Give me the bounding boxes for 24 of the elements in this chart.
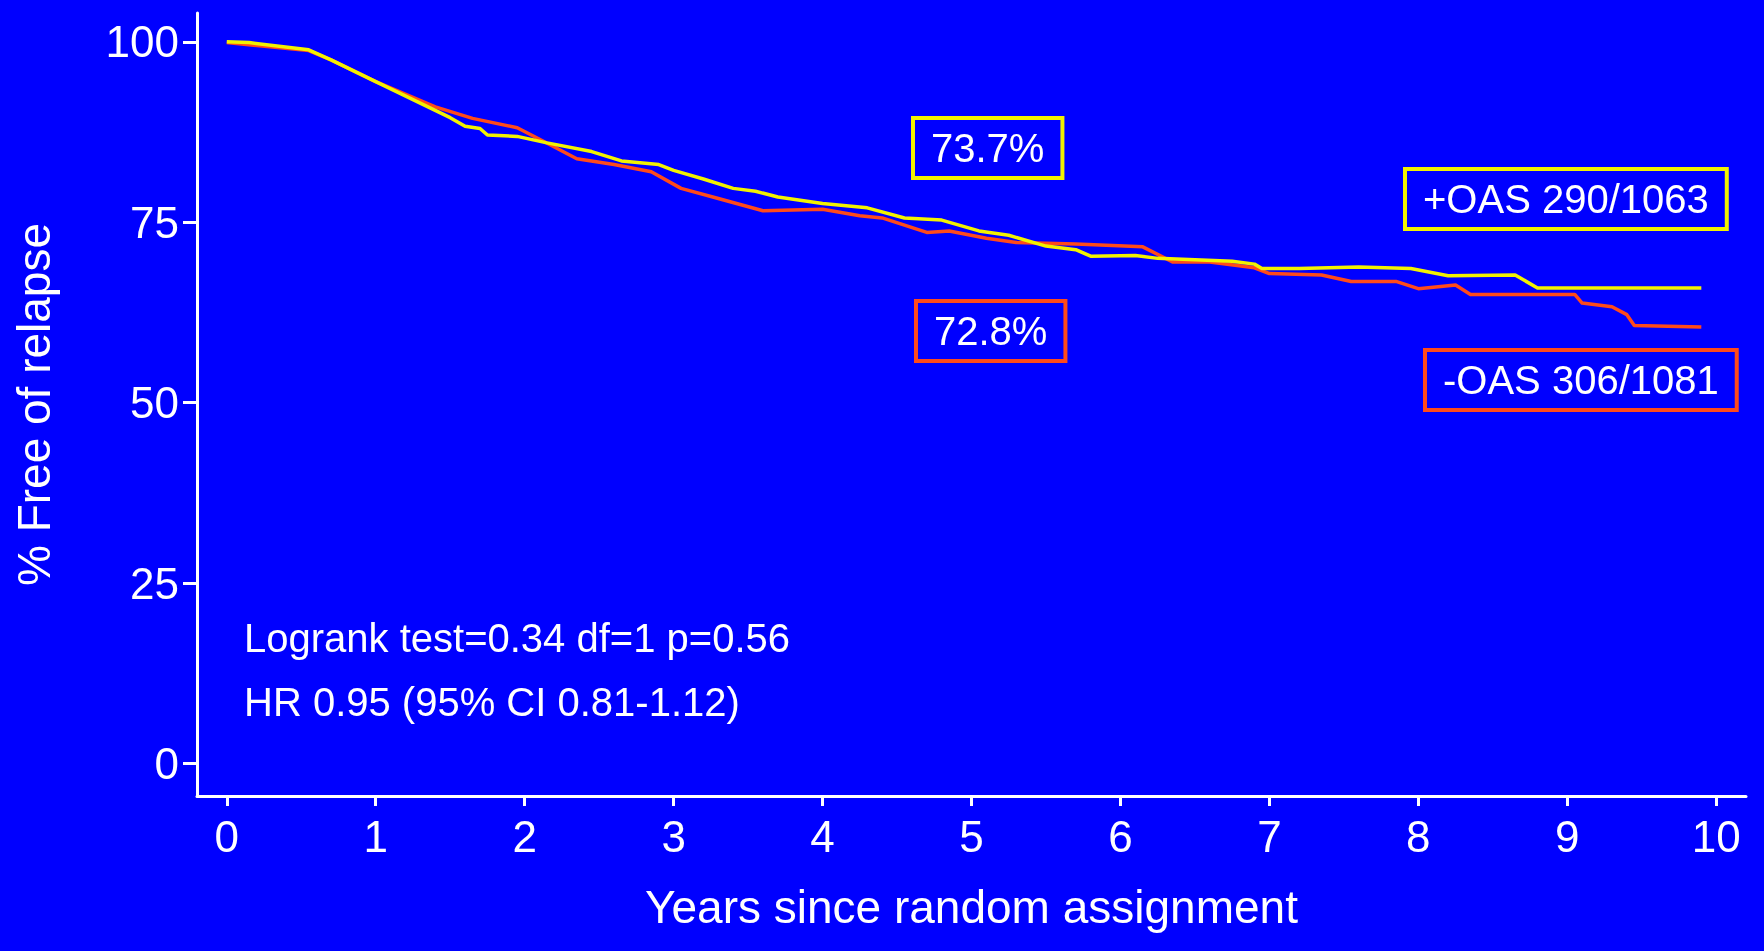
y-tick-label: 0: [154, 739, 179, 789]
x-tick-label: 1: [363, 811, 388, 861]
x-tick-label: 0: [214, 811, 240, 861]
annotation: Logrank test=0.34 df=1 p=0.56: [244, 616, 790, 660]
y-axis-title: % Free of relapse: [8, 222, 60, 587]
x-tick-label: 10: [1691, 811, 1741, 861]
x-tick-label: 6: [1108, 811, 1133, 861]
annotation: HR 0.95 (95% CI 0.81-1.12): [244, 680, 740, 724]
x-tick-label: 3: [661, 811, 686, 861]
y-tick-label: 25: [130, 558, 179, 608]
x-axis-title: Years since random assignment: [645, 881, 1299, 933]
x-tick-label: 5: [959, 811, 984, 861]
x-tick-label: 4: [810, 811, 835, 861]
x-tick-label: 7: [1257, 811, 1282, 861]
series-label: +OAS 290/1063: [1423, 177, 1709, 221]
y-tick-label: 100: [105, 17, 179, 67]
series-label: -OAS 306/1081: [1443, 358, 1719, 402]
y-tick-label: 50: [130, 378, 179, 428]
x-tick-label: 8: [1406, 811, 1431, 861]
annotation: 73.7%: [931, 126, 1045, 170]
x-tick-label: 2: [512, 811, 537, 861]
x-tick-label: 9: [1555, 811, 1580, 861]
y-tick-label: 75: [130, 197, 179, 247]
annotation: 72.8%: [934, 309, 1048, 353]
